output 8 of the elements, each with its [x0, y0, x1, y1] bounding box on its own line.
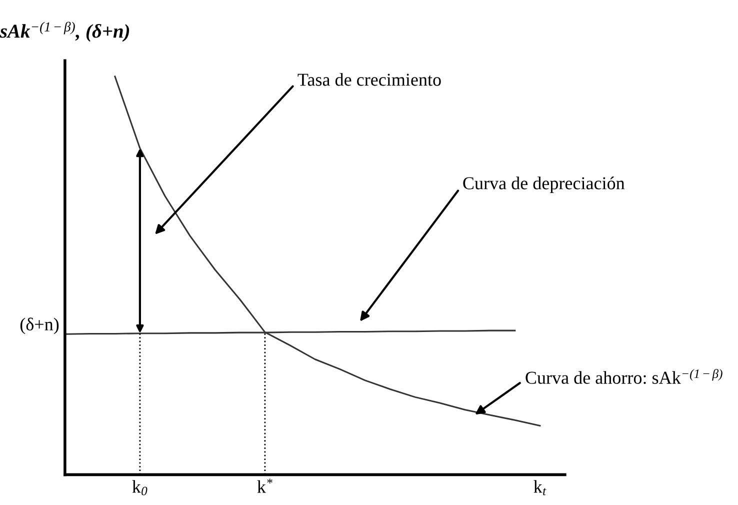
annotation: Curva de depreciación: [463, 176, 625, 194]
x-tick-label: k$^{*}$: [257, 478, 272, 493]
annotation: Curva de ahorro: sAk$^{−(1−β)}$: [526, 368, 722, 384]
x-tick-label: k$_{t}$: [534, 480, 546, 496]
annotation: Tasa de crecimiento: [298, 73, 441, 86]
x-tick-label: k$_{0}$: [132, 480, 148, 496]
y-axis-title: sAk$^{−(1−β)}$, (δ+n): [0, 22, 130, 42]
text: (δ+n): [20, 318, 59, 334]
